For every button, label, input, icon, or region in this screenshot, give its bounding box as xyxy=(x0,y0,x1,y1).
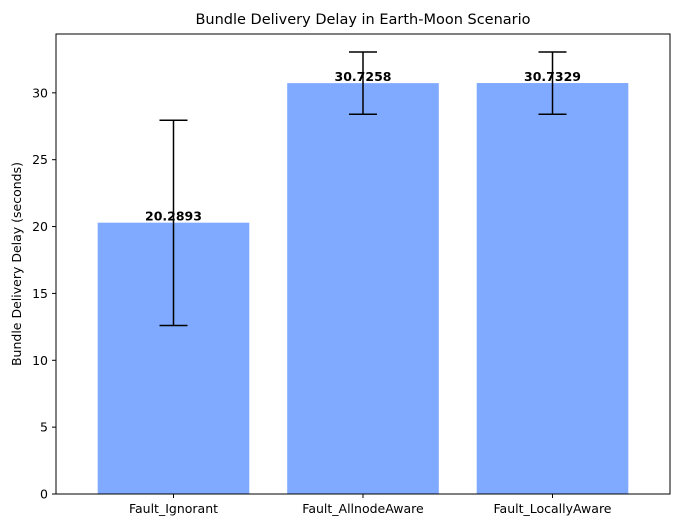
chart-title: Bundle Delivery Delay in Earth-Moon Scen… xyxy=(195,12,530,28)
y-tick-label: 30 xyxy=(32,85,48,100)
x-tick-label: Fault_Ignorant xyxy=(129,501,218,516)
y-tick-label: 5 xyxy=(40,420,48,435)
plot-frame xyxy=(55,33,671,495)
x-tick-label: Fault_AllnodeAware xyxy=(302,501,424,516)
y-tick-label: 0 xyxy=(40,487,48,502)
data-label: 30.7329 xyxy=(524,69,581,84)
y-axis-label: Bundle Delivery Delay (seconds) xyxy=(9,162,24,366)
data-label: 20.2893 xyxy=(145,209,202,224)
bars-layer xyxy=(97,83,629,495)
axes-layer: Fault_Ignorant Fault_AllnodeAware Fault_Lo… xyxy=(32,33,671,516)
y-tick-label: 10 xyxy=(32,353,48,368)
data-label: 30.7258 xyxy=(335,69,392,84)
y-tick-label: 25 xyxy=(32,152,48,167)
error-bars-layer xyxy=(159,51,567,327)
x-tick-label: Fault_LocallyAware xyxy=(494,501,612,516)
y-tick-label: 20 xyxy=(32,219,48,234)
bar-fault-locallyaware xyxy=(476,83,629,494)
data-labels-layer: 20.2893 30.7258 30.7329 xyxy=(145,69,581,224)
bar-fault-allnodeaware xyxy=(287,83,439,494)
y-tick-label: 15 xyxy=(32,286,48,301)
